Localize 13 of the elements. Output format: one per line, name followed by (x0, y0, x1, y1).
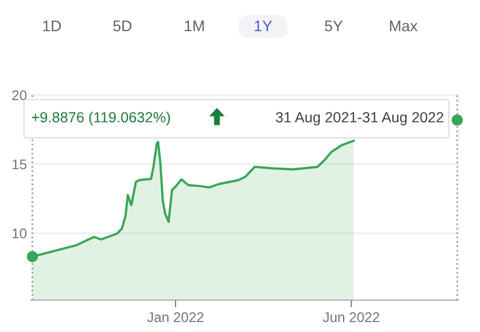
x-tick-label: Jan 2022 (147, 312, 204, 322)
text: 1D (43, 20, 61, 32)
y-tick-label: 10 (12, 228, 26, 238)
text: Max (390, 20, 418, 32)
y-tick-label: 20 (12, 90, 26, 100)
text: 5Y (324, 20, 343, 32)
text: 5D (113, 20, 132, 32)
x-tick-label: Jun 2022 (322, 312, 380, 322)
y-tick-label: 15 (12, 160, 26, 170)
annotation: 31 Aug 2021-31 Aug 2022 (276, 112, 444, 126)
annotation: +9.8876 (119.0632%) (32, 112, 170, 126)
text: 1M (184, 20, 204, 32)
text: 1Y (254, 20, 272, 32)
